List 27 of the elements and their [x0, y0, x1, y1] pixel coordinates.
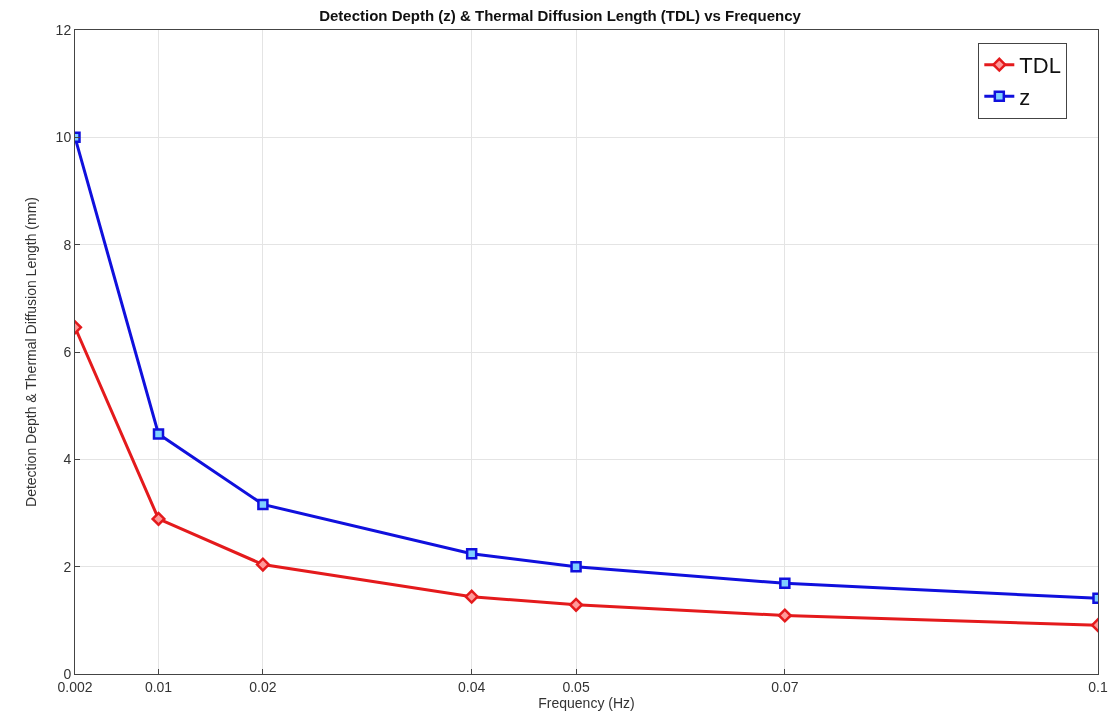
chart-title: Detection Depth (z) & Thermal Diffusion Length (TDL) vs Frequency — [319, 7, 802, 25]
y-tick-label: 8 — [63, 236, 72, 253]
point — [151, 511, 166, 526]
y-tick-label: 12 — [55, 21, 72, 38]
point — [568, 597, 584, 612]
y-tick-label: 4 — [63, 451, 72, 468]
point — [465, 548, 478, 560]
point — [777, 608, 792, 623]
point — [257, 498, 269, 511]
y-axis-title: Detection Depth & Thermal Diffusion Length (mm) — [23, 197, 40, 507]
x-tick-label: 0.05 — [562, 678, 590, 695]
x-axis-title: Frequency (Hz) — [538, 695, 635, 712]
point — [255, 557, 270, 572]
x-tick-label: 0.01 — [144, 678, 173, 695]
y-tick-label: 10 — [55, 129, 72, 146]
legend-label: z — [1019, 84, 1031, 110]
y-tick-label: 6 — [63, 343, 72, 360]
legend-label: TDL — [1019, 53, 1061, 79]
point — [464, 589, 479, 604]
x-tick-label: 0.02 — [249, 678, 277, 695]
x-tick-label: 0.1 — [1088, 678, 1108, 695]
point — [570, 560, 582, 573]
point — [152, 428, 165, 440]
point — [779, 577, 791, 590]
y-tick-label: 2 — [63, 558, 72, 575]
x-tick-label: 0.04 — [458, 678, 486, 695]
x-tick-label: 0.07 — [771, 678, 799, 695]
